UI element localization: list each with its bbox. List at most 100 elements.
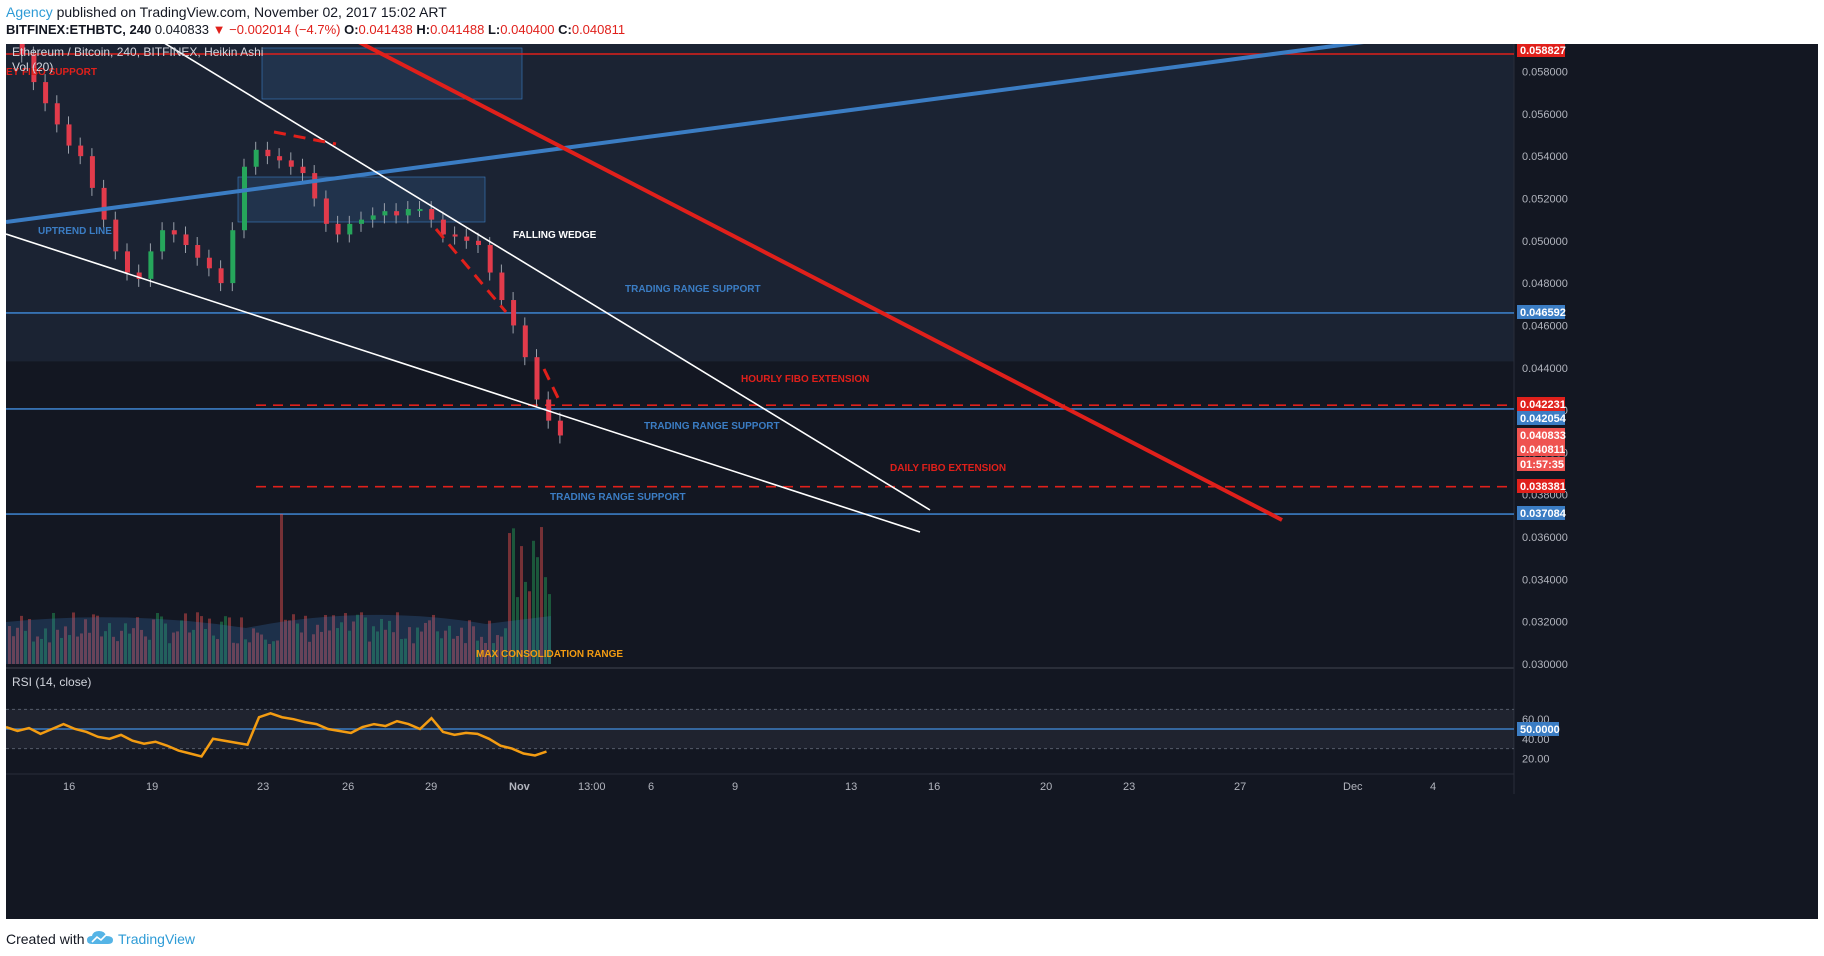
volume-bar	[356, 614, 359, 664]
chart-annotation: MAX CONSOLIDATION RANGE	[476, 649, 623, 660]
price-badge	[1517, 305, 1565, 319]
time-tick-label: 26	[342, 781, 354, 793]
volume-bar	[172, 632, 175, 664]
symbol-label: BITFINEX:ETHBTC, 240	[6, 22, 152, 37]
price-badge-label: 0.042054	[1520, 413, 1567, 425]
volume-bar	[464, 643, 467, 664]
volume-bar	[64, 626, 67, 664]
volume-bar	[88, 632, 91, 664]
time-tick-label: 23	[257, 781, 269, 793]
volume-bar	[224, 616, 227, 664]
volume-bar	[184, 613, 187, 664]
price-chart-svg[interactable]: UPTREND LINE FALLING WEDGE TRADING RANGE S…	[6, 44, 1818, 919]
chart-annotation: FALLING WEDGE	[513, 230, 597, 241]
volume-bar	[228, 617, 231, 664]
candle-body	[253, 149, 259, 167]
volume-bar	[256, 632, 259, 664]
volume-bar	[72, 612, 75, 664]
volume-bar	[364, 617, 367, 664]
volume-bar	[276, 640, 279, 664]
volume-bar	[32, 641, 35, 664]
volume-bar	[220, 621, 223, 664]
volume-bar	[108, 623, 111, 664]
candle-body	[78, 145, 84, 157]
candle-body	[511, 300, 517, 326]
candle-body	[54, 103, 60, 125]
time-tick-label: 19	[146, 781, 158, 793]
price-tick-label: 0.036000	[1522, 532, 1568, 544]
candle-body	[171, 230, 177, 235]
volume-bar	[544, 577, 547, 664]
candle-body	[89, 156, 95, 188]
price-tick-label: 0.054000	[1522, 151, 1568, 163]
volume-bar	[460, 627, 463, 664]
candle-body	[43, 82, 49, 104]
volume-bar	[440, 638, 443, 664]
candle-body	[417, 209, 423, 212]
volume-bar	[332, 615, 335, 664]
volume-bar	[208, 618, 211, 664]
volume-bar	[8, 626, 11, 664]
wedge-lower-line	[6, 233, 921, 533]
chart-header: Agency published on TradingView.com, Nov…	[0, 0, 1824, 44]
volume-bar	[436, 631, 439, 664]
candle-body	[534, 357, 540, 400]
rsi-indicator-label: RSI (14, close)	[12, 675, 91, 689]
candle-body	[136, 272, 142, 279]
volume-bar	[168, 643, 171, 664]
price-badge	[1517, 428, 1565, 442]
price-badge-label: 0.038381	[1520, 481, 1566, 493]
volume-bar	[76, 636, 79, 664]
volume-bar	[272, 641, 275, 664]
volume-bar	[160, 616, 163, 664]
price-tick-label: 0.050000	[1522, 236, 1568, 248]
author-link[interactable]: Agency	[6, 4, 53, 20]
price-badge-label: 0.058827	[1520, 45, 1566, 57]
volume-bar	[232, 642, 235, 664]
volume-bar	[136, 617, 139, 664]
volume-bar	[476, 640, 479, 664]
candle-body	[277, 156, 283, 161]
candle-body	[464, 236, 470, 241]
open-key: O:	[344, 22, 359, 37]
volume-bar	[40, 638, 43, 664]
price-badge	[1517, 506, 1565, 520]
volume-bar	[120, 630, 123, 664]
candle-body	[394, 211, 400, 216]
volume-bar	[236, 643, 239, 664]
volume-bar	[428, 620, 431, 664]
candle-body	[19, 44, 25, 55]
volume-bar	[548, 594, 551, 664]
volume-bar	[368, 641, 371, 664]
price-badge-label: 0.040833	[1520, 430, 1566, 442]
downtrend-line-red	[358, 44, 1283, 522]
candle-body	[125, 251, 130, 273]
created-with-label: Created with	[6, 931, 85, 947]
chart-annotation: HOURLY FIBO EXTENSION	[741, 374, 869, 385]
volume-bar	[92, 614, 95, 664]
consolidation-box-upper	[261, 47, 523, 100]
candle-body	[335, 223, 341, 235]
open-value: 0.041438	[358, 22, 413, 37]
candle-body	[160, 230, 166, 252]
volume-bar	[192, 629, 195, 664]
candle-body	[487, 245, 493, 273]
volume-bar	[20, 615, 23, 664]
chart-area[interactable]: UPTREND LINE FALLING WEDGE TRADING RANGE S…	[6, 44, 1818, 919]
candle-body	[265, 149, 271, 157]
volume-bar	[344, 613, 347, 664]
volume-bar	[432, 614, 435, 664]
volume-bar	[56, 629, 59, 664]
time-tick-label: 29	[425, 781, 437, 793]
tradingview-brand-link[interactable]: TradingView	[118, 931, 196, 947]
price-tick-label: 0.058000	[1522, 67, 1568, 79]
candle-body	[323, 198, 329, 224]
volume-bar	[248, 642, 251, 664]
volume-bar	[496, 635, 499, 664]
price-badge-label: 0.046592	[1520, 307, 1566, 319]
candle-body	[101, 187, 107, 220]
close-value: 0.040811	[571, 22, 626, 37]
volume-bar	[348, 630, 351, 664]
price-badge-label: 0.037084	[1520, 508, 1567, 520]
volume-bar	[124, 623, 127, 664]
